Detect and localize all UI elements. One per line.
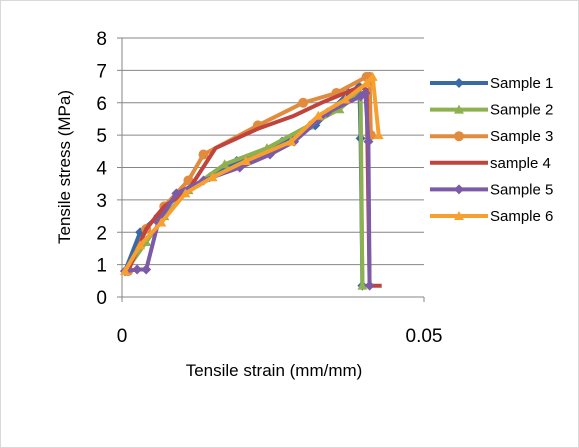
- x-axis-title: Tensile strain (mm/mm): [186, 361, 363, 380]
- series-layer: [120, 71, 384, 291]
- data-point: [219, 159, 230, 169]
- legend-item: Sample 5: [430, 181, 553, 198]
- data-point: [156, 217, 167, 227]
- legend-item: Sample 6: [430, 208, 553, 225]
- legend-marker: [454, 104, 464, 114]
- y-tick-label: 8: [96, 29, 107, 50]
- data-point: [240, 156, 251, 166]
- series-sample-2: [123, 88, 368, 290]
- series-sample-6: [120, 71, 384, 276]
- legend-label: Sample 3: [490, 128, 553, 145]
- legend-item: Sample 2: [430, 102, 553, 119]
- y-tick-label: 0: [96, 288, 107, 309]
- legend-label: Sample 5: [490, 181, 553, 198]
- axis-ticks: 0 1 2 3 4 5 6 7 8 0 0.05: [96, 29, 442, 347]
- legend-label: sample 4: [490, 155, 551, 172]
- data-point: [180, 188, 191, 198]
- data-point: [313, 110, 324, 120]
- data-point: [361, 78, 372, 88]
- legend-item: Sample 1: [430, 75, 553, 92]
- legend-marker: [454, 78, 464, 88]
- legend-item: Sample 3: [430, 128, 553, 145]
- data-point: [135, 240, 146, 250]
- data-point: [373, 130, 384, 140]
- legend-label: Sample 1: [490, 75, 553, 92]
- series-line: [126, 84, 382, 288]
- y-tick-label: 1: [96, 256, 107, 277]
- data-point: [198, 149, 209, 160]
- y-axis-title: Tensile stress (MPa): [55, 90, 74, 244]
- legend-marker: [454, 131, 464, 142]
- series-sample-5: [120, 88, 375, 291]
- series-line: [126, 91, 365, 286]
- x-tick-label: 0: [117, 326, 128, 347]
- data-point: [340, 94, 351, 104]
- data-point: [367, 71, 378, 81]
- legend-label: Sample 2: [490, 102, 553, 119]
- legend-marker: [454, 184, 464, 195]
- legend: Sample 1 Sample 2 Sample 3 sample 4 Sample 5…: [430, 75, 553, 225]
- data-point: [141, 264, 152, 275]
- series-line: [124, 91, 372, 286]
- y-tick-label: 6: [96, 94, 107, 115]
- data-point: [171, 188, 182, 199]
- data-point: [286, 136, 297, 146]
- y-tick-label: 7: [96, 61, 107, 82]
- y-tick-label: 3: [96, 191, 107, 212]
- data-point: [120, 266, 131, 276]
- data-point: [207, 172, 218, 182]
- x-tick-label: 0.05: [406, 326, 443, 347]
- data-point: [360, 88, 371, 99]
- y-tick-label: 5: [96, 126, 107, 147]
- y-tick-label: 2: [96, 223, 107, 244]
- legend-marker: [454, 211, 464, 220]
- data-point: [363, 136, 374, 147]
- data-point: [364, 280, 375, 291]
- data-point: [132, 264, 143, 275]
- data-point: [298, 97, 309, 108]
- legend-item: sample 4: [430, 155, 551, 172]
- series-sample-4: [126, 84, 382, 288]
- data-point: [357, 280, 368, 290]
- y-tick-label: 4: [96, 159, 107, 180]
- legend-label: Sample 6: [490, 208, 553, 225]
